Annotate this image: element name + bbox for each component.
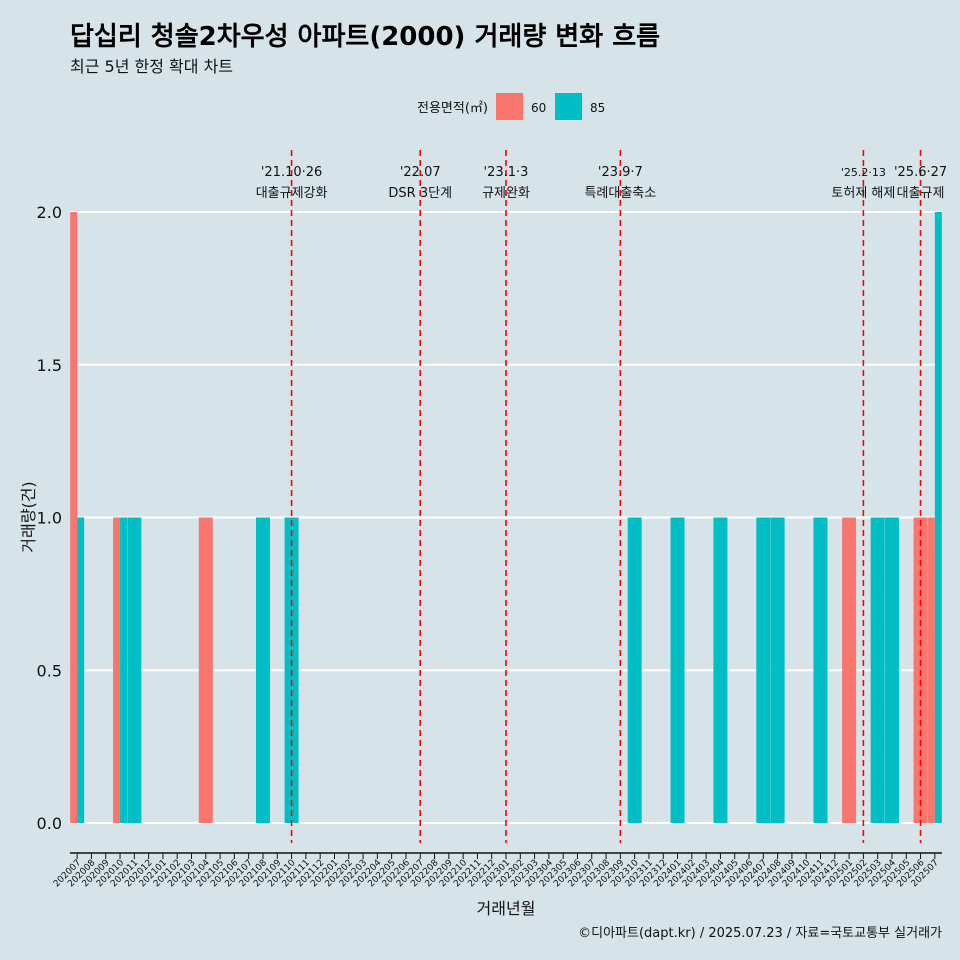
annotation-label: 규제완화 bbox=[482, 186, 530, 201]
bar-85-202503 bbox=[870, 517, 885, 823]
y-tick-label: 0.0 bbox=[37, 814, 62, 833]
bar-85-202404 bbox=[713, 517, 728, 823]
source-caption: ©디아파트(dapt.kr) / 2025.07.23 / 자료=국토교통부 실… bbox=[578, 926, 942, 941]
bar-85-202010 bbox=[120, 517, 128, 823]
bar-60-202007 bbox=[70, 212, 78, 823]
chart-title: 답십리 청솔2차우성 아파트(2000) 거래량 변화 흐름 bbox=[70, 22, 661, 52]
annotation-date: '25.2·13 bbox=[841, 166, 886, 179]
y-tick-label: 0.5 bbox=[37, 661, 62, 680]
bar-85-202408 bbox=[770, 517, 785, 823]
annotation-date: '23.9·7 bbox=[598, 165, 643, 180]
legend: 전용면적(㎡) 60 85 bbox=[417, 93, 605, 120]
bar-85-202401 bbox=[670, 517, 685, 823]
bar-60-202501 bbox=[842, 517, 857, 823]
bar-85-202007 bbox=[77, 517, 85, 823]
y-tick-label: 2.0 bbox=[37, 203, 62, 222]
bar-60-202507 bbox=[927, 517, 935, 823]
annotation-label: 토허제 해제 bbox=[831, 186, 895, 201]
bar-85-202407 bbox=[756, 517, 771, 823]
annotation-label: 대출규제강화 bbox=[256, 186, 328, 201]
bar-85-202310 bbox=[627, 517, 642, 823]
annotation-label: DSR 3단계 bbox=[388, 186, 452, 201]
annotation-date: '22.07 bbox=[400, 165, 441, 180]
event-annotations: '21.10·26 대출규제강화 '22.07 DSR 3단계 '23.1·3 규제완화 '… bbox=[256, 150, 947, 843]
bar-85-202011 bbox=[127, 517, 142, 823]
legend-swatch-85 bbox=[555, 93, 582, 120]
chart-subtitle: 최근 5년 한정 확대 차트 bbox=[70, 57, 234, 76]
annotation-date: '23.1·3 bbox=[484, 165, 529, 180]
bar-85-202507 bbox=[934, 212, 942, 823]
axes: 0.00.51.01.52.02020072020082020092020102… bbox=[19, 203, 942, 918]
x-axis-title: 거래년월 bbox=[477, 899, 536, 918]
legend-title: 전용면적(㎡) bbox=[417, 101, 488, 116]
legend-swatch-60 bbox=[496, 93, 523, 120]
annotation-label: 특례대출축소 bbox=[584, 186, 656, 201]
bar-85-202411 bbox=[813, 517, 828, 823]
legend-label-85: 85 bbox=[590, 101, 605, 115]
y-axis-title: 거래량(건) bbox=[19, 481, 38, 552]
y-tick-label: 1.0 bbox=[37, 509, 62, 528]
bar-85-202108 bbox=[255, 517, 270, 823]
bar-60-202010 bbox=[113, 517, 121, 823]
annotation-label: 대출규제 bbox=[897, 186, 945, 201]
bar-85-202504 bbox=[884, 517, 899, 823]
annotation-date: '21.10·26 bbox=[261, 165, 322, 180]
legend-label-60: 60 bbox=[531, 101, 546, 115]
annotation-date: '25.6·27 bbox=[894, 165, 947, 180]
y-tick-label: 1.5 bbox=[37, 356, 62, 375]
bar-60-202104 bbox=[198, 517, 213, 823]
